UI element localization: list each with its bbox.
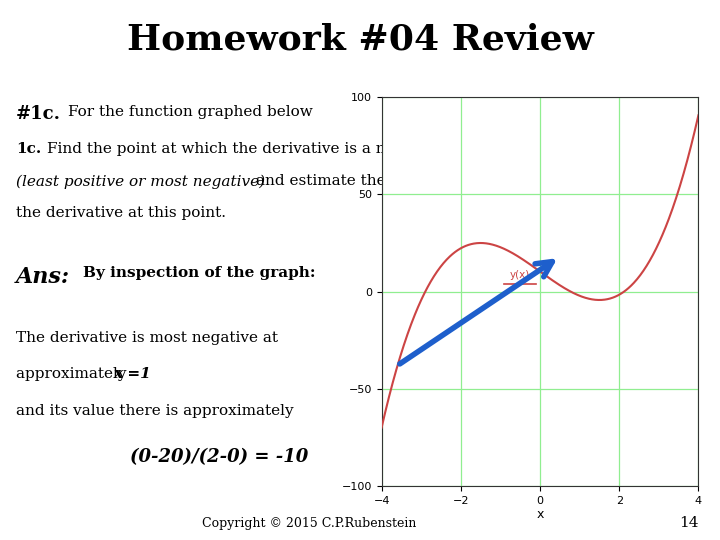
Text: and its value there is approximately: and its value there is approximately [16, 404, 294, 418]
X-axis label: x: x [536, 509, 544, 522]
Text: approximately: approximately [16, 367, 131, 381]
Text: (least positive or most negative): (least positive or most negative) [16, 174, 265, 188]
Text: y(x): y(x) [510, 270, 531, 280]
Text: Copyright © 2015 C.P.Rubenstein: Copyright © 2015 C.P.Rubenstein [202, 517, 417, 530]
Text: the derivative at this point.: the derivative at this point. [16, 206, 226, 220]
Text: Ans:: Ans: [16, 266, 70, 288]
Text: 14: 14 [679, 516, 698, 530]
Text: By inspection of the graph:: By inspection of the graph: [83, 266, 315, 280]
Text: Homework #04 Review: Homework #04 Review [127, 23, 593, 57]
Text: 1c.: 1c. [16, 142, 41, 156]
Text: x =1: x =1 [114, 367, 151, 381]
Text: For the function graphed below: For the function graphed below [68, 105, 313, 119]
Text: (0-20)/(2-0) = -10: (0-20)/(2-0) = -10 [130, 448, 308, 466]
Text: and estimate the value of: and estimate the value of [256, 174, 451, 188]
Text: Find the point at which the derivative is a minimum: Find the point at which the derivative i… [47, 142, 448, 156]
Text: The derivative is most negative at: The derivative is most negative at [16, 330, 278, 345]
Text: #1c.: #1c. [16, 105, 60, 123]
